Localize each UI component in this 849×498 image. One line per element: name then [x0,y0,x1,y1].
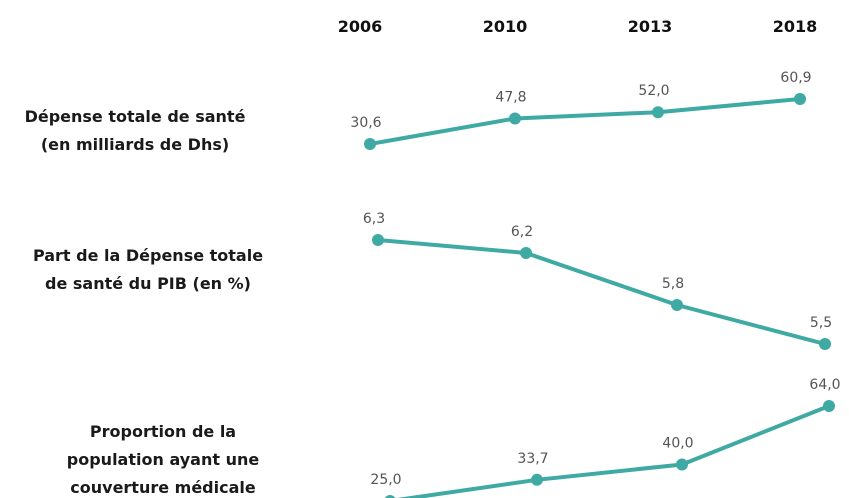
data-label: 6,2 [511,224,533,240]
series-label-line: population ayant une [67,450,260,469]
series-label-line: Proportion de la [90,422,236,441]
series-label-line: de santé du PIB (en %) [45,274,251,293]
year-label: 2010 [483,17,528,36]
data-label: 60,9 [780,70,811,86]
data-point [364,138,376,150]
data-label: 5,5 [810,315,832,331]
data-point [520,247,532,259]
data-point [676,458,688,471]
data-label: 40,0 [662,435,693,451]
year-label: 2018 [773,17,818,36]
data-label: 5,8 [662,276,684,292]
data-label: 52,0 [638,83,669,99]
data-point [823,400,835,412]
year-label: 2013 [628,17,673,36]
data-point [509,112,521,125]
data-point [652,106,664,119]
year-label: 2006 [338,17,383,36]
data-label: 64,0 [809,377,840,393]
data-point [671,299,683,311]
data-label: 30,6 [350,115,381,131]
data-point [372,234,384,246]
series-label-line: (en milliards de Dhs) [41,135,229,154]
series-line [376,238,827,346]
data-label: 33,7 [517,451,548,467]
data-point [794,93,806,105]
data-label: 25,0 [370,472,401,488]
series-label-line: couverture médicale [70,478,256,497]
series-line [368,97,802,146]
series-label-line: Part de la Dépense totale [33,246,263,265]
data-point [819,338,831,350]
data-label: 6,3 [363,211,385,227]
data-label: 47,8 [495,89,526,105]
data-point [531,473,543,486]
series-line [396,404,831,498]
data-point [384,495,396,498]
series-label-line: Dépense totale de santé [25,107,246,126]
